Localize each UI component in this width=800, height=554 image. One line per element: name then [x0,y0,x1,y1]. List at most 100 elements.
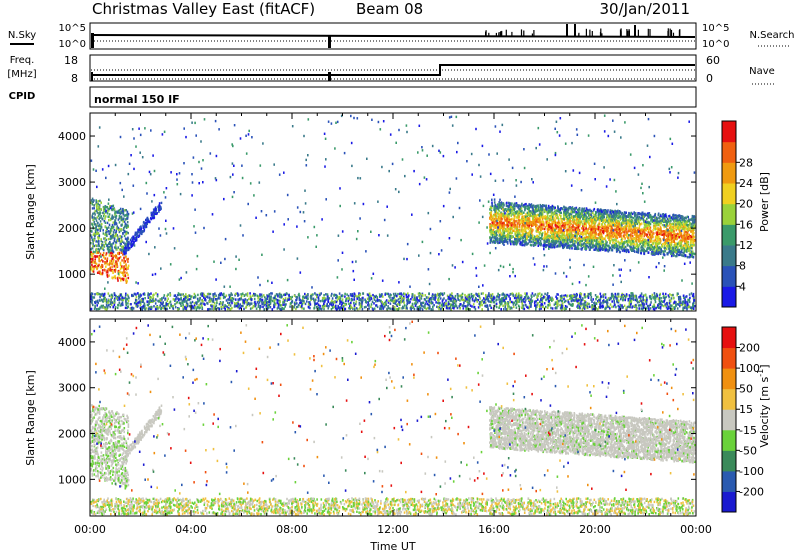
data-cell [567,217,569,221]
data-cell [94,261,97,265]
data-cell [370,303,373,306]
data-cell [231,293,233,296]
data-cell [491,201,493,204]
data-cell [312,297,315,300]
data-cell [570,299,573,303]
data-cell [99,296,101,299]
data-cell [118,301,121,304]
data-cell [327,299,329,302]
data-cell [108,215,111,219]
data-cell [124,294,127,297]
data-cell [419,293,422,296]
data-cell [300,301,303,305]
data-cell [487,297,489,301]
data-cell [106,245,109,249]
data-cell [367,301,369,304]
data-cell [618,214,620,217]
data-cell [345,303,348,306]
data-cell [380,295,382,298]
data-cell [621,304,623,307]
data-cell [408,294,410,297]
data-cell [338,296,340,299]
data-cell [683,251,685,254]
data-cell [319,307,321,310]
data-cell [438,307,440,311]
data-cell [556,297,558,300]
data-cell [255,307,258,310]
data-cell [365,300,368,303]
data-cell [483,297,485,300]
data-cell [630,303,632,306]
data-cell [109,228,112,231]
data-cell [497,292,499,296]
noise-spike [634,25,636,36]
data-cell [682,308,684,311]
data-cell [685,300,687,304]
data-cell [131,308,134,311]
data-cell [646,304,649,308]
data-cell [499,302,501,305]
data-cell [398,307,401,310]
data-cell [432,297,435,301]
data-cell [399,303,401,306]
data-cell [506,224,509,227]
data-cell [160,307,162,310]
nsky-label: N.Sky [8,30,36,41]
data-cell [126,266,128,270]
data-cell [174,303,176,306]
data-cell [644,294,646,297]
data-cell [94,306,96,309]
data-cell [383,302,386,306]
data-cell [399,292,401,295]
data-cell [509,300,511,304]
data-cell [416,298,418,301]
data-cell [349,303,352,306]
data-cell [107,268,110,271]
data-cell [282,303,284,306]
data-cell [499,241,501,244]
data-cell [234,303,236,306]
data-cell [143,293,146,296]
data-cell [396,299,398,302]
data-cell [428,292,430,295]
data-cell [622,248,625,252]
data-cell [547,304,550,307]
data-cell [109,262,112,265]
data-cell [237,300,239,304]
data-cell [414,295,416,299]
data-cell [96,271,99,274]
data-cell [91,292,94,296]
data-cell [121,246,124,249]
data-cell [392,301,395,305]
data-cell [224,304,226,307]
data-cell [658,302,660,306]
data-cell [441,303,443,307]
data-cell [683,306,686,310]
data-cell [135,299,138,302]
data-cell [688,223,691,227]
data-cell [262,301,265,304]
data-cell [566,294,569,297]
data-cell [658,294,661,297]
data-cell [630,292,632,295]
data-cell [580,243,582,246]
data-cell [664,303,666,306]
data-cell [672,297,675,300]
data-cell [541,305,544,309]
data-cell [142,224,144,227]
data-cell [687,298,689,301]
data-cell [646,212,649,215]
data-cell [92,296,95,299]
data-cell [310,298,312,301]
data-cell [152,211,154,214]
data-cell [445,299,447,302]
data-cell [125,281,128,284]
data-cell [155,292,157,295]
data-cell [185,307,187,310]
data-cell [244,298,247,301]
data-cell [375,304,378,307]
data-cell [96,300,99,304]
data-cell [525,304,527,307]
data-cell [94,210,96,213]
data-cell [566,305,568,309]
